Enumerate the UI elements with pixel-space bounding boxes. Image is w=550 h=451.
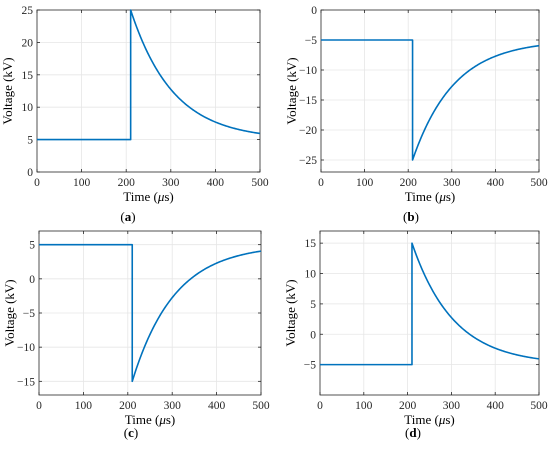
- x-tick-label-a-4: 400: [207, 177, 225, 189]
- y-axis-label-a: Voltage (kV): [0, 57, 15, 124]
- y-tick-label-d-3: 10: [305, 269, 317, 281]
- series-line-d: [320, 242, 540, 366]
- x-tick-label-a-2: 200: [118, 177, 136, 189]
- x-tick-label-d-3: 300: [443, 400, 461, 412]
- y-tick-label-a-2: 10: [22, 102, 34, 114]
- plot-b: 0 100 200 300 400 500 −25 −20 −15 −10 −5 0 Time (μs)…: [284, 5, 548, 204]
- plot-area-d: [320, 231, 539, 395]
- y-axis-label-b: Voltage (kV): [284, 57, 299, 124]
- x-tick-label-d-0: 0: [317, 400, 323, 412]
- y-tick-label-a-5: 25: [22, 5, 34, 17]
- y-tick-label-d-4: 15: [305, 238, 317, 250]
- x-axis-label-b: Time (μs): [405, 189, 455, 204]
- y-tick-label-a-1: 5: [27, 135, 33, 147]
- x-tick-label-c-4: 400: [208, 400, 226, 412]
- axes-box-b: [320, 9, 540, 173]
- x-tick-label-d-1: 100: [355, 400, 373, 412]
- y-tick-label-b-2: −15: [299, 95, 317, 107]
- y-axis-label-c: Voltage (kV): [2, 279, 17, 346]
- x-tick-label-d-4: 400: [487, 400, 505, 412]
- y-tick-label-b-5: 0: [311, 5, 317, 17]
- x-tick-label-b-3: 300: [443, 177, 461, 189]
- axes-box-d: [319, 230, 540, 396]
- y-tick-label-c-3: 0: [29, 274, 35, 286]
- x-tick-label-b-5: 500: [530, 177, 548, 189]
- x-tick-label-b-2: 200: [400, 177, 418, 189]
- x-tick-label-d-5: 500: [530, 400, 548, 412]
- x-tick-label-b-0: 0: [318, 177, 324, 189]
- y-tick-label-b-3: −10: [299, 65, 317, 77]
- plot-d: 0 100 200 300 400 500 −5 0 5 10 15 Time (μs) Voltage…: [283, 230, 548, 427]
- y-tick-label-c-4: 5: [29, 240, 35, 252]
- axes-box-c: [38, 230, 262, 396]
- series-line-b: [321, 39, 540, 161]
- caption-a: (a): [120, 209, 136, 224]
- y-tick-label-c-2: −5: [23, 308, 35, 320]
- x-axis-label-d: Time (μs): [404, 412, 454, 427]
- y-tick-label-b-1: −20: [299, 125, 317, 137]
- x-tick-label-a-0: 0: [34, 177, 40, 189]
- y-tick-label-d-0: −5: [304, 360, 316, 372]
- plot-c: 0 100 200 300 400 500 −15 −10 −5 0 5 Time (μs) Volta…: [2, 230, 270, 427]
- caption-d: (d): [405, 425, 421, 440]
- x-tick-label-a-1: 100: [73, 177, 91, 189]
- caption-b: (b): [403, 209, 419, 224]
- y-tick-label-b-0: −25: [299, 155, 317, 167]
- caption-c: (c): [123, 425, 139, 440]
- y-tick-label-c-1: −10: [17, 342, 35, 354]
- x-tick-label-b-1: 100: [356, 177, 374, 189]
- y-tick-label-d-2: 5: [310, 299, 316, 311]
- y-tick-label-a-3: 15: [22, 70, 34, 82]
- y-tick-label-c-0: −15: [17, 376, 35, 388]
- series-line-c: [39, 243, 262, 383]
- y-tick-label-b-4: −5: [305, 35, 317, 47]
- axes-box-a: [36, 9, 261, 173]
- x-tick-label-a-3: 300: [162, 177, 180, 189]
- x-axis-label-a: Time (μs): [123, 189, 173, 204]
- y-tick-label-a-4: 20: [22, 37, 34, 49]
- x-tick-label-a-5: 500: [251, 177, 269, 189]
- series-line-a: [37, 9, 261, 141]
- x-tick-label-c-3: 300: [164, 400, 182, 412]
- x-tick-label-b-4: 400: [487, 177, 505, 189]
- y-tick-label-a-0: 0: [27, 167, 33, 179]
- x-tick-label-c-5: 500: [252, 400, 270, 412]
- x-tick-label-d-2: 200: [399, 400, 417, 412]
- y-axis-label-d: Voltage (kV): [283, 279, 298, 346]
- plot-area-b: [321, 10, 539, 172]
- x-tick-label-c-0: 0: [36, 400, 42, 412]
- plot-a: 0 100 200 300 400 500 0 5 10 15 20 25 Time (μs) Volta…: [0, 5, 269, 204]
- y-tick-label-d-1: 0: [310, 329, 316, 341]
- plot-area-a: [37, 10, 260, 172]
- x-tick-label-c-1: 100: [75, 400, 93, 412]
- x-tick-label-c-2: 200: [119, 400, 137, 412]
- x-axis-label-c: Time (μs): [125, 412, 175, 427]
